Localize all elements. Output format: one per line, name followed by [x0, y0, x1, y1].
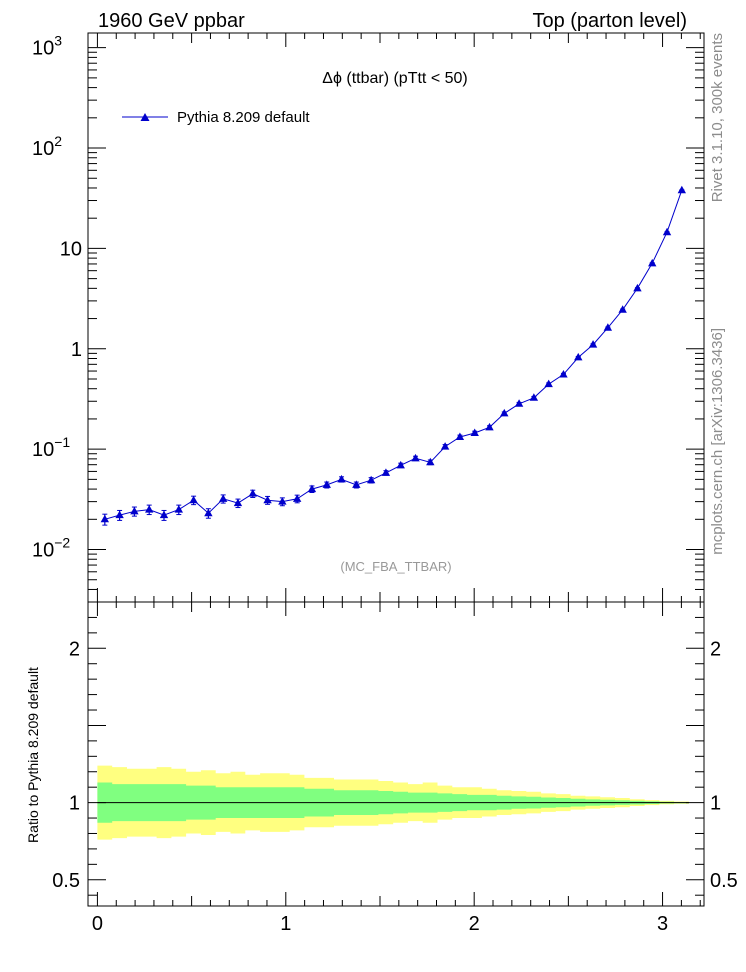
- data-point: [574, 352, 583, 361]
- y-tick-label: 10: [60, 238, 82, 260]
- y-tick-label: 10−2: [32, 535, 70, 562]
- y-tick-label: 10−1: [32, 434, 70, 461]
- ratio-frame: [87, 601, 705, 907]
- data-point: [455, 432, 465, 441]
- data-point: [322, 480, 331, 488]
- data-point: [544, 379, 553, 388]
- header-left-label: 1960 GeV ppbar: [98, 10, 245, 32]
- series-line: [104, 190, 683, 520]
- data-point: [100, 514, 110, 523]
- data-point: [204, 508, 213, 517]
- data-point: [470, 428, 479, 436]
- legend: Pythia 8.209 default: [122, 109, 310, 126]
- x-tick-label: 3: [657, 913, 668, 935]
- x-tick-label: 0: [92, 913, 103, 935]
- data-point: [426, 457, 435, 466]
- data-point: [603, 323, 613, 331]
- ratio-bands: [97, 765, 689, 840]
- data-point: [411, 453, 420, 462]
- ratio-y-tick-label-right: 0.5: [710, 870, 738, 892]
- mcplots-label: mcplots.cern.ch [arXiv:1306.3436]: [709, 328, 726, 555]
- ratio-y-tick-label-left: 1: [69, 793, 80, 815]
- main-ticks: [88, 33, 704, 603]
- data-point: [618, 305, 627, 313]
- data-point: [145, 505, 154, 513]
- rivet-label: Rivet 3.1.10, 300k events: [709, 33, 726, 202]
- main-data: [100, 185, 687, 526]
- data-point: [588, 340, 598, 348]
- data-point: [514, 399, 524, 407]
- main-y-tick-labels: 10−2 10−1 1 10 102 103: [32, 33, 82, 562]
- data-point: [662, 227, 672, 236]
- data-point: [500, 408, 509, 417]
- data-point: [648, 258, 657, 267]
- data-point: [278, 497, 287, 505]
- data-point: [307, 484, 317, 493]
- y-tick-label: 103: [32, 33, 62, 60]
- data-point: [189, 495, 198, 504]
- data-point: [633, 283, 642, 292]
- chart-title: Δϕ (ttbar) (pTtt < 50): [322, 70, 467, 87]
- main-panel: Δϕ (ttbar) (pTtt < 50) (MC_FBA_TTBAR) Py…: [32, 32, 705, 603]
- ratio-y-tick-label-right: 1: [710, 793, 721, 815]
- data-point: [381, 468, 391, 476]
- data-point: [677, 185, 687, 194]
- ratio-tick-labels: 0.5 0.5 1 1 2 2 0 1 2 3: [52, 638, 738, 935]
- ratio-y-tick-label-right: 2: [710, 638, 721, 660]
- header-right-label: Top (parton level): [532, 10, 687, 32]
- data-point: [174, 505, 183, 513]
- x-tick-label: 1: [280, 913, 291, 935]
- data-point: [337, 474, 346, 483]
- ratio-ticks: [88, 601, 704, 906]
- data-point: [396, 460, 405, 469]
- data-point: [159, 510, 169, 519]
- x-tick-label: 2: [469, 913, 480, 935]
- y-tick-label: 1: [71, 339, 82, 361]
- ratio-panel: 0.5 0.5 1 1 2 2 0 1 2 3 Ratio to Pythia 8.209 def…: [25, 601, 738, 935]
- data-point: [292, 494, 302, 502]
- data-point: [115, 510, 124, 519]
- data-point: [130, 506, 139, 515]
- ratio-y-axis-label: Ratio to Pythia 8.209 default: [25, 667, 41, 843]
- data-point: [352, 480, 361, 488]
- data-point: [559, 369, 568, 378]
- legend-label: Pythia 8.209 default: [177, 109, 310, 126]
- data-point: [218, 494, 228, 502]
- legend-marker: [140, 113, 150, 121]
- data-point: [263, 495, 272, 504]
- data-point: [366, 475, 376, 484]
- ratio-y-tick-label-left: 0.5: [52, 870, 80, 892]
- y-tick-label: 102: [32, 133, 62, 160]
- data-point: [233, 498, 243, 507]
- data-point: [485, 422, 494, 431]
- ratio-y-tick-label-left: 2: [69, 638, 80, 660]
- watermark-label: (MC_FBA_TTBAR): [340, 559, 451, 574]
- data-point: [529, 393, 539, 401]
- data-point: [248, 489, 257, 497]
- data-point: [440, 442, 450, 450]
